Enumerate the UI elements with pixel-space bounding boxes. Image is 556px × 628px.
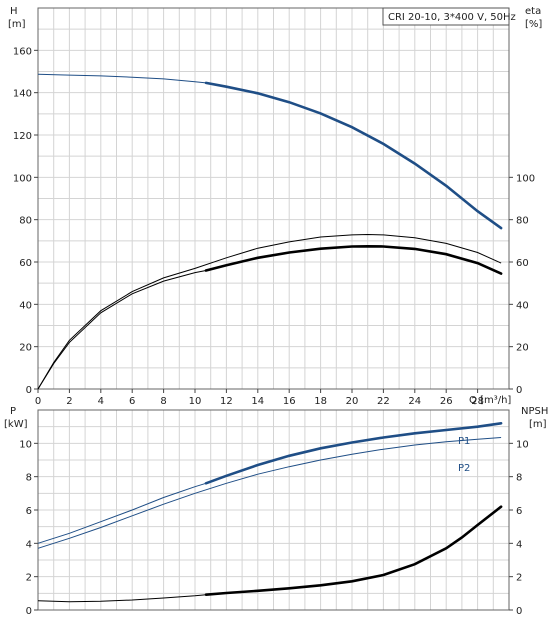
curve-npsh-thick <box>204 505 503 596</box>
x-tick-label: 0 <box>35 396 41 407</box>
eta-axis-title: eta <box>525 6 541 17</box>
left-tick-label: 20 <box>19 343 32 354</box>
curve-p1-thin <box>37 482 207 544</box>
chart-title: CRI 20-10, 3*400 V, 50Hz <box>388 12 516 23</box>
x-tick-label: 14 <box>251 396 264 407</box>
x-tick-label: 16 <box>283 396 296 407</box>
right-tick-label: 6 <box>516 506 522 517</box>
curve-eta-thick <box>204 244 503 275</box>
right-tick-label: 20 <box>516 343 529 354</box>
x-tick-label: 8 <box>160 396 166 407</box>
x-tick-label: 4 <box>98 396 104 407</box>
power-axis-title: P <box>10 406 16 417</box>
curve-h-thick <box>204 81 503 230</box>
x-tick-label: 20 <box>346 396 359 407</box>
x-tick-label: 28 <box>471 396 484 407</box>
left-tick-label: 100 <box>13 173 32 184</box>
x-tick-label: 10 <box>189 396 202 407</box>
power-npsh-panel: 0 2 4 6 8 10 0 2 4 6 8 10 <box>19 409 529 617</box>
head-axis-title: H <box>10 6 18 17</box>
left-tick-label: 0 <box>26 385 32 396</box>
power-axis-unit: [kW] <box>4 419 28 430</box>
x-tick-label: 12 <box>220 396 233 407</box>
right-tick-label: 40 <box>516 300 529 311</box>
left-tick-label: 4 <box>26 539 32 550</box>
curve-p1-thick <box>204 422 503 485</box>
right-tick-label: 8 <box>516 473 522 484</box>
right-tick-label: 80 <box>516 216 529 227</box>
right-tick-label: 2 <box>516 573 522 584</box>
right-tick-label: 0 <box>516 385 522 396</box>
left-tick-label: 10 <box>19 439 32 450</box>
right-tick-label: 10 <box>516 439 529 450</box>
x-tick-label: 18 <box>314 396 327 407</box>
series-label-p1: P1 <box>458 436 470 447</box>
left-tick-label: 8 <box>26 473 32 484</box>
x-tick-label: 2 <box>66 396 72 407</box>
left-tick-label: 60 <box>19 258 32 269</box>
left-tick-label: 80 <box>19 216 32 227</box>
x-tick-label: 24 <box>408 396 421 407</box>
right-tick-label: 0 <box>516 606 522 617</box>
npsh-axis-unit: [m] <box>529 419 547 430</box>
left-tick-label: 0 <box>26 606 32 617</box>
eta-axis-unit: [%] <box>525 19 542 30</box>
left-tick-label: 160 <box>13 46 32 57</box>
npsh-axis-title: NPSH <box>521 406 548 417</box>
curve-h-thin <box>37 73 207 84</box>
right-tick-label: 100 <box>516 173 535 184</box>
head-axis-unit: [m] <box>8 19 26 30</box>
curve-eta-thin-thin <box>37 233 502 390</box>
left-tick-label: 6 <box>26 506 32 517</box>
plot-frame <box>37 7 510 390</box>
right-tick-label: 60 <box>516 258 529 269</box>
x-tick-label: 6 <box>129 396 135 407</box>
flow-axis-label: Q [m³/h] <box>469 395 511 406</box>
series-label-p2: P2 <box>458 463 470 474</box>
x-tick-label: 26 <box>440 396 453 407</box>
left-tick-label: 2 <box>26 573 32 584</box>
left-tick-label: 120 <box>13 131 32 142</box>
right-tick-label: 4 <box>516 539 522 550</box>
chart-title-box: CRI 20-10, 3*400 V, 50Hz <box>382 7 516 26</box>
left-tick-label: 40 <box>19 300 32 311</box>
curve-p2-thin <box>37 437 502 549</box>
left-tick-label: 140 <box>13 89 32 100</box>
x-tick-label: 22 <box>377 396 390 407</box>
curve-npsh-thin <box>37 594 207 603</box>
curve-eta-thin <box>37 270 207 390</box>
